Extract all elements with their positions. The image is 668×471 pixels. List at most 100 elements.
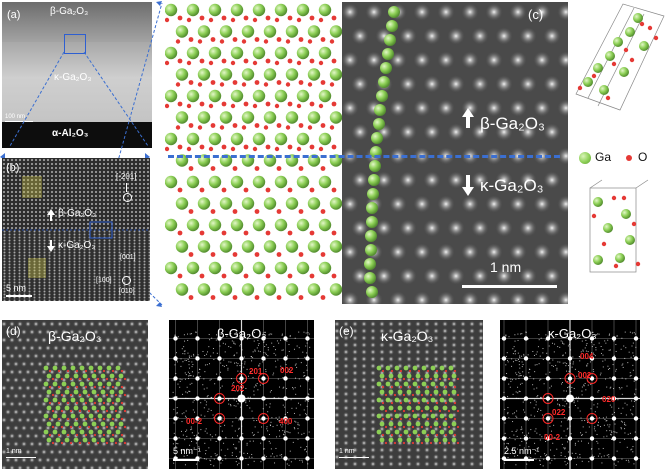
ga-atom [241,111,255,124]
fft-noise [173,432,175,434]
lattice-spot [342,320,350,328]
fft-noise [522,364,524,366]
lattice-spot [88,384,96,392]
fft-noise [200,429,202,431]
lattice-spot [450,355,458,363]
fft-noise [599,453,601,455]
lattice-spot [477,383,483,391]
lattice-spot [477,425,483,433]
fft-spot-marker [214,393,225,404]
fft-noise [583,385,585,387]
fft-noise [606,420,608,422]
lattice-spot [104,464,112,469]
ga-atom [433,421,439,427]
fft-noise [585,350,587,352]
o-atom [208,146,214,152]
lattice-spot [104,336,112,344]
fft-noise [606,435,608,437]
ga-atom [175,197,189,210]
lattice-spot [8,416,16,424]
fft-noise [523,447,525,449]
fft-noise [203,388,205,390]
fft-noise [277,378,279,380]
ga-atom [378,76,390,88]
ga-atom [208,3,222,17]
fft-noise [530,402,532,404]
lattice-spot [144,432,148,440]
ga-atom [421,365,427,371]
lattice-spot [399,27,417,45]
fft-noise [598,448,600,450]
fft-noise [582,426,584,428]
ga-atom [208,261,222,275]
o-atom [601,241,607,247]
lattice-spot [432,446,440,454]
panel-a-cross-section: (a) β-Ga₂O₃ κ-Ga₂O₃ α-Al₂O₃ 100 nm [2,2,152,148]
o-atom [188,252,194,257]
fft-noise [245,400,247,402]
fft-noise [205,453,207,455]
o-atom [165,17,170,23]
fft-noise [257,344,259,346]
ga-atom [448,429,454,435]
lattice-spot [413,243,431,261]
lattice-spot [32,336,40,344]
o-atom [426,385,430,389]
fft-noise [511,365,513,367]
lattice-spot [120,336,128,344]
o-atom [307,39,313,44]
lattice-spot [477,334,483,342]
lattice-spot [124,456,132,464]
fft-noise [173,462,175,464]
fft-noise [519,367,521,369]
ga-atom [165,132,178,146]
fft-noise [208,334,210,336]
fft-noise [180,449,182,451]
fft-spot [611,336,617,341]
fft-noise [282,404,284,406]
fft-noise [186,448,188,450]
fft-noise [246,444,248,446]
fft-noise [175,442,177,444]
fft-noise [540,337,542,339]
lattice-spot [36,424,44,432]
o-atom [120,433,124,437]
o-atom [197,39,203,44]
fft-noise [534,442,536,444]
fft-noise [593,456,595,458]
lattice-spot [342,348,350,356]
o-atom [254,123,260,128]
fft-noise [213,358,215,360]
fft-noise [288,350,290,352]
ga-atom [318,89,332,103]
fft-noise [271,417,273,419]
lattice-spot [471,219,489,237]
lattice-spot [509,99,527,117]
fft-noise [246,368,248,370]
ga-atom [421,413,427,419]
lattice-spot [461,3,479,21]
fft-noise [574,404,576,406]
fft-noise [511,449,513,451]
fft-noise [183,350,185,352]
fft-noise [209,434,211,436]
lattice-spot [68,440,76,448]
o-atom [87,425,91,429]
fft-noise [189,383,191,385]
ga-atom [386,20,398,32]
lattice-spot [136,432,144,440]
fft-noise [309,346,311,348]
fft-noise [542,348,544,350]
lattice-spot [92,328,100,336]
o-atom [60,393,64,397]
lattice-spot [335,341,341,349]
fft-noise [572,363,574,365]
fft-noise [562,355,564,357]
fft-noise [303,432,305,434]
fft-spot [195,416,200,421]
fft-noise [180,430,182,432]
lattice-spot [144,368,148,376]
lattice-spot [108,360,116,368]
fft-noise [202,384,204,386]
o-atom [285,125,291,130]
